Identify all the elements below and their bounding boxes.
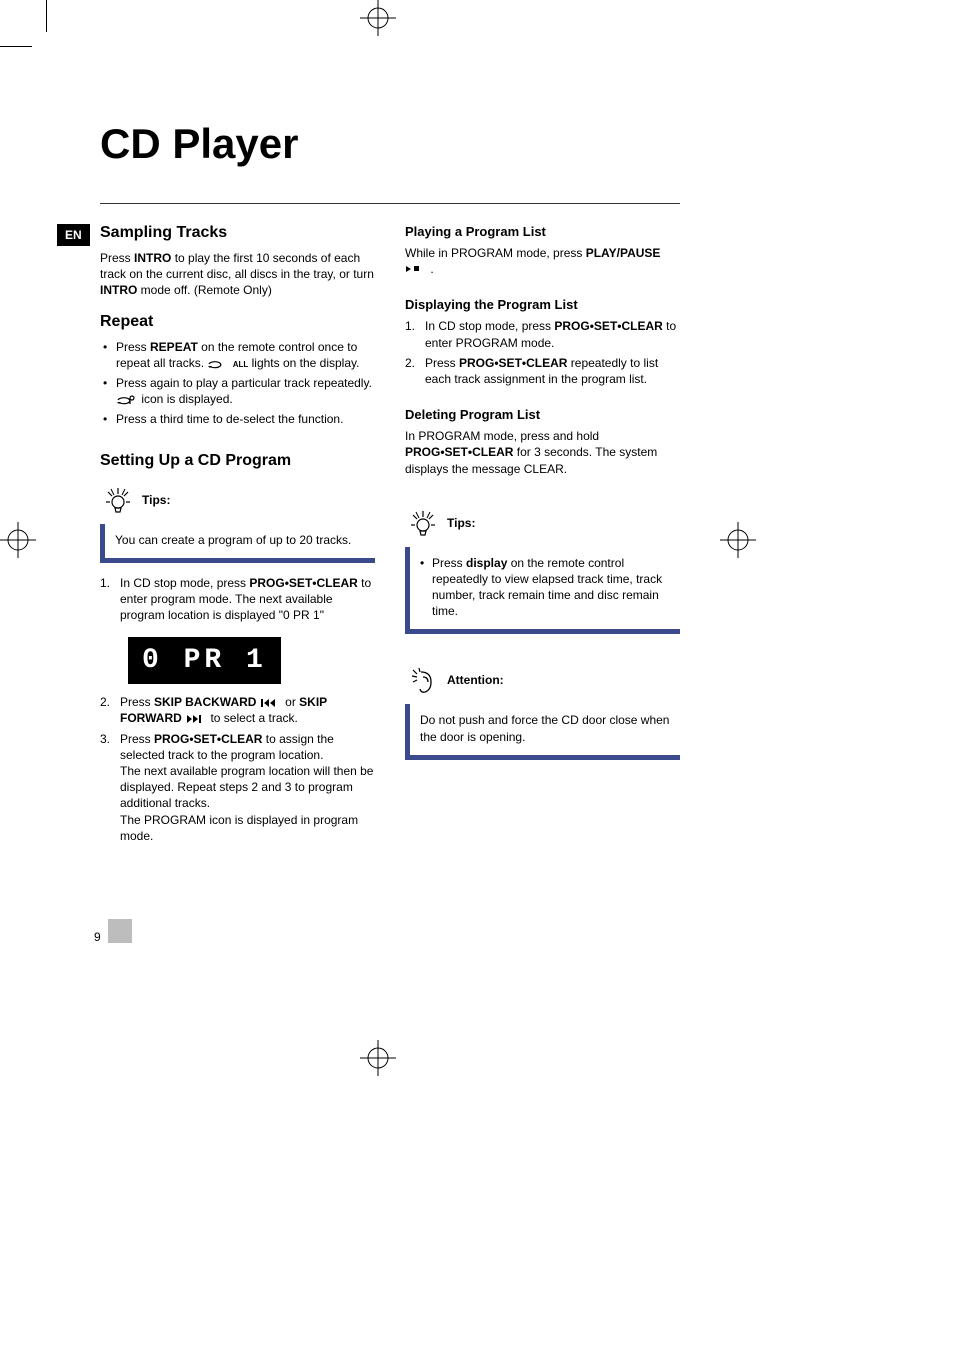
registration-mark-icon [720,522,756,558]
displaying-heading: Displaying the Program List [405,297,680,312]
attention-label: Attention: [447,673,504,687]
program-step3: 3. Press PROG•SET•CLEAR to assign the se… [100,731,375,844]
sampling-body: Press INTRO to play the first 10 seconds… [100,250,375,299]
tips-block-1: Tips: You can create a program of up to … [100,482,375,563]
repeat-li3: Press a third time to de-select the func… [100,411,375,427]
tips-block-2: Tips: Press display on the remote contro… [405,505,680,635]
sampling-heading: Sampling Tracks [100,224,375,242]
tips-content: Press display on the remote control repe… [405,547,680,635]
attention-ear-icon [405,662,441,698]
page-content: CD Player EN Sampling Tracks Press INTRO… [100,120,680,848]
registration-mark-icon [0,522,36,558]
registration-mark-icon [360,0,396,36]
skip-forward-icon [185,714,207,724]
program-heading: Setting Up a CD Program [100,452,375,470]
play-pause-icon [405,265,427,275]
registration-mark-icon [360,1040,396,1076]
skip-backward-icon [260,698,282,708]
displaying-li1: 1. In CD stop mode, press PROG•SET•CLEAR… [405,318,680,350]
tips-lightbulb-icon [100,482,136,518]
program-step1: 1. In CD stop mode, press PROG•SET•CLEAR… [100,575,375,624]
repeat-one-icon [116,395,138,405]
page-number: 9 [94,930,101,944]
page-number-box [108,919,132,943]
tips-label: Tips: [447,516,475,530]
repeat-heading: Repeat [100,313,375,331]
left-column: EN Sampling Tracks Press INTRO to play t… [100,224,375,848]
crop-mark [46,0,47,32]
deleting-body: In PROGRAM mode, press and hold PROG•SET… [405,428,680,477]
displaying-li2: 2. Press PROG•SET•CLEAR repeatedly to li… [405,355,680,387]
title-underline [100,203,680,204]
tips-content: You can create a program of up to 20 tra… [100,524,375,563]
attention-block: Attention: Do not push and force the CD … [405,662,680,759]
program-step2: 2. Press SKIP BACKWARD or SKIP FORWARD t… [100,694,375,726]
language-badge: EN [57,224,90,246]
repeat-li1: Press REPEAT on the remote control once … [100,339,375,371]
attention-content: Do not push and force the CD door close … [405,704,680,759]
tips-label: Tips: [142,493,170,507]
repeat-li2: Press again to play a particular track r… [100,375,375,407]
tips-lightbulb-icon [405,505,441,541]
document-title: CD Player [100,120,680,168]
lcd-display: 0 PR 1 [128,637,281,684]
repeat-all-icon [207,359,229,369]
right-column: Playing a Program List While in PROGRAM … [405,224,680,848]
playing-heading: Playing a Program List [405,224,680,239]
deleting-heading: Deleting Program List [405,407,680,422]
playing-body: While in PROGRAM mode, press PLAY/PAUSE … [405,245,680,277]
crop-mark [0,46,32,47]
